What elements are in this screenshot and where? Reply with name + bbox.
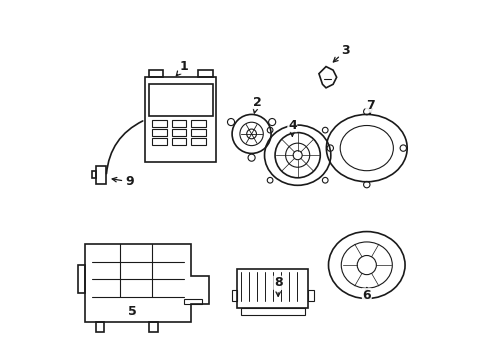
Bar bbox=[92, 171, 96, 178]
Text: 4: 4 bbox=[287, 118, 296, 136]
Bar bbox=[191, 138, 205, 145]
Bar bbox=[145, 77, 216, 162]
Text: 9: 9 bbox=[112, 175, 133, 188]
Bar bbox=[96, 166, 106, 184]
Text: 6: 6 bbox=[362, 288, 370, 302]
Bar bbox=[148, 322, 157, 332]
Bar bbox=[184, 299, 202, 304]
Bar bbox=[232, 290, 237, 301]
Bar bbox=[191, 129, 205, 136]
Bar bbox=[96, 322, 104, 332]
Bar bbox=[148, 70, 163, 77]
Bar bbox=[152, 121, 166, 127]
Bar bbox=[307, 290, 313, 301]
Bar bbox=[241, 307, 304, 315]
Bar bbox=[191, 121, 205, 127]
Bar bbox=[198, 70, 212, 77]
Text: 3: 3 bbox=[333, 44, 349, 62]
Text: 7: 7 bbox=[365, 99, 374, 113]
Text: 5: 5 bbox=[128, 305, 137, 318]
Bar bbox=[171, 121, 185, 127]
Bar bbox=[148, 84, 212, 116]
Bar bbox=[171, 129, 185, 136]
Text: 8: 8 bbox=[273, 276, 282, 296]
Bar bbox=[152, 129, 166, 136]
Bar bbox=[152, 138, 166, 145]
Bar bbox=[237, 269, 307, 307]
Text: 2: 2 bbox=[252, 95, 261, 113]
Bar bbox=[78, 265, 85, 293]
Text: 1: 1 bbox=[176, 60, 188, 76]
Bar bbox=[171, 138, 185, 145]
